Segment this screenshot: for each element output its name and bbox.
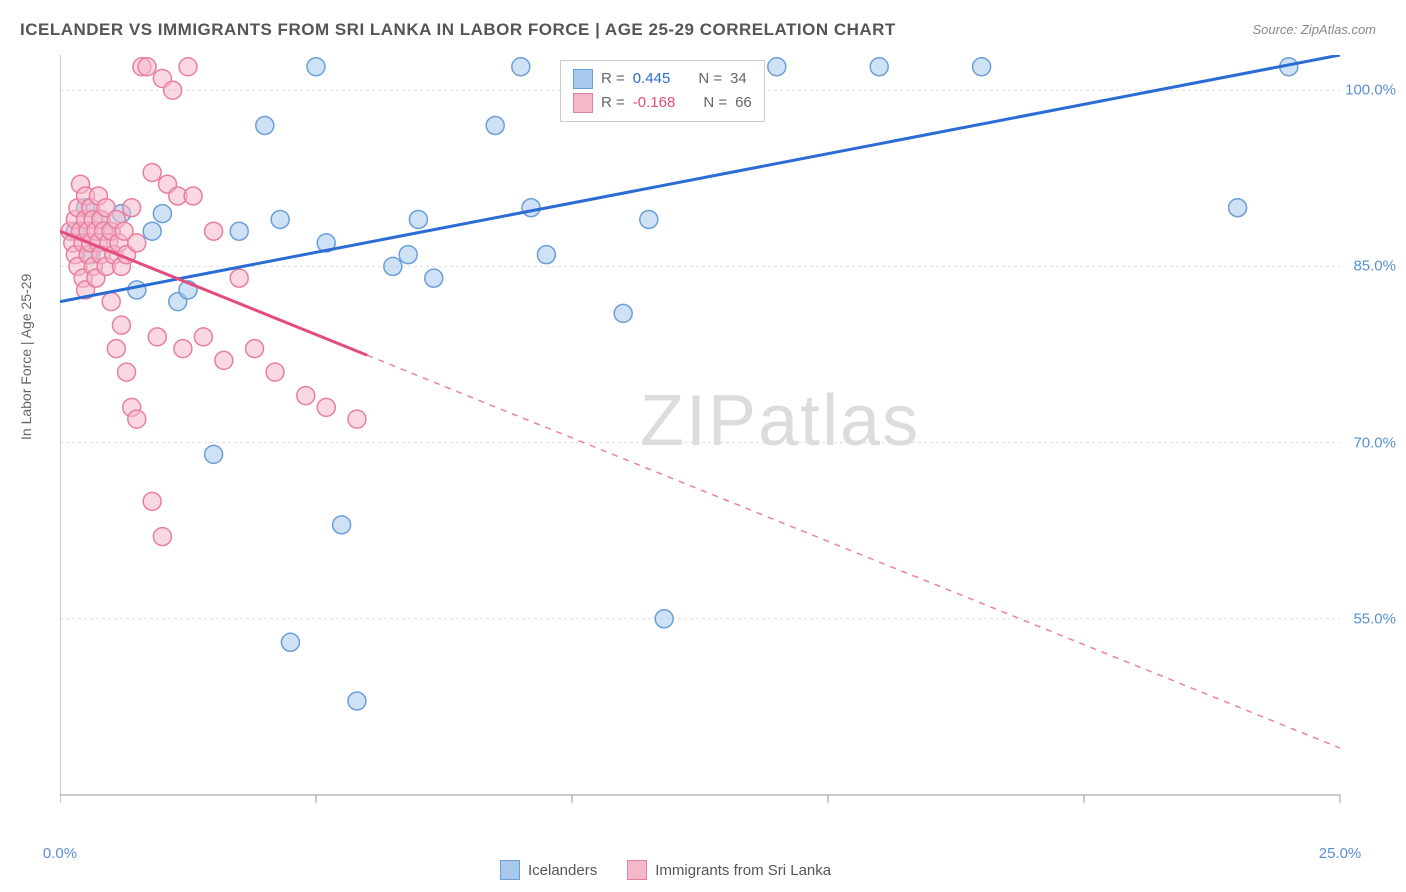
legend-row: R = 0.445 N = 34 [573,67,752,91]
r-label: R = [601,91,625,115]
n-label: N = [703,91,727,115]
legend-label: Immigrants from Sri Lanka [655,862,831,879]
n-value: 34 [730,67,747,91]
legend-swatch-icon [573,69,593,89]
x-tick-label: 0.0% [43,845,77,862]
scatter-chart [60,55,1370,825]
legend-label: Icelanders [528,862,597,879]
chart-area [60,55,1370,825]
chart-title: ICELANDER VS IMMIGRANTS FROM SRI LANKA I… [20,20,896,40]
r-value: -0.168 [633,91,676,115]
source-label: Source: ZipAtlas.com [1252,22,1376,37]
legend-swatch-icon [500,860,520,880]
r-value: 0.445 [633,67,671,91]
y-tick-label: 100.0% [1345,82,1396,99]
y-tick-label: 70.0% [1353,434,1396,451]
n-label: N = [698,67,722,91]
legend-item: Icelanders [500,860,597,880]
legend-swatch-icon [573,93,593,113]
x-tick-label: 25.0% [1319,845,1362,862]
legend-swatch-icon [627,860,647,880]
y-axis-label: In Labor Force | Age 25-29 [18,274,34,440]
legend-row: R = -0.168 N = 66 [573,91,752,115]
legend-series: Icelanders Immigrants from Sri Lanka [500,860,831,880]
y-tick-label: 55.0% [1353,610,1396,627]
legend-item: Immigrants from Sri Lanka [627,860,831,880]
y-tick-label: 85.0% [1353,258,1396,275]
n-value: 66 [735,91,752,115]
legend-correlation: R = 0.445 N = 34 R = -0.168 N = 66 [560,60,765,122]
r-label: R = [601,67,625,91]
